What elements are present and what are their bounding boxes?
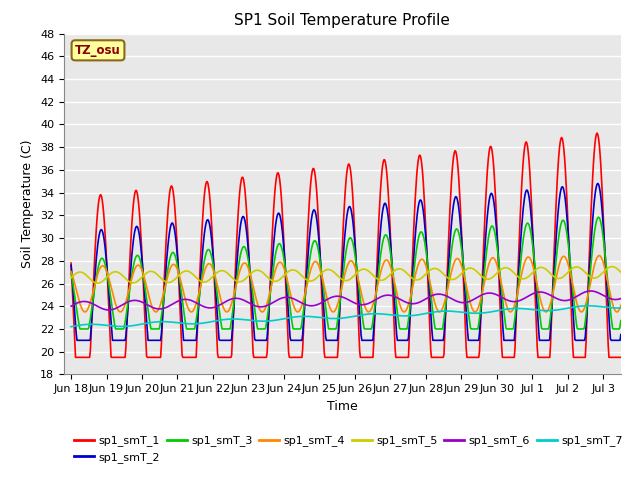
sp1_smT_7 [461, 310, 469, 315]
Line: sp1_smT_5: sp1_smT_5 [71, 266, 621, 283]
sp1_smT_1 [145, 354, 152, 360]
sp1_smT_6 [462, 300, 470, 305]
sp1_smT_3 [462, 288, 470, 294]
sp1_smT_6 [303, 302, 310, 308]
sp1_smT_6 [145, 303, 152, 309]
sp1_smT_6 [476, 293, 483, 299]
Line: sp1_smT_6: sp1_smT_6 [71, 291, 621, 310]
sp1_smT_5 [94, 280, 102, 286]
sp1_smT_3 [323, 316, 331, 322]
sp1_smT_3 [76, 326, 84, 332]
Line: sp1_smT_1: sp1_smT_1 [71, 133, 621, 357]
sp1_smT_6 [617, 296, 625, 301]
sp1_smT_4 [144, 290, 152, 296]
sp1_smT_2 [67, 262, 75, 268]
Y-axis label: Soil Temperature (C): Soil Temperature (C) [22, 140, 35, 268]
sp1_smT_1 [72, 354, 79, 360]
sp1_smT_7 [70, 324, 77, 329]
sp1_smT_3 [145, 313, 152, 319]
sp1_smT_4 [70, 276, 77, 281]
sp1_smT_7 [67, 324, 75, 330]
sp1_smT_2 [145, 337, 152, 343]
sp1_smT_3 [67, 270, 75, 276]
sp1_smT_3 [476, 315, 483, 321]
sp1_smT_3 [70, 284, 77, 289]
Line: sp1_smT_4: sp1_smT_4 [71, 255, 621, 312]
sp1_smT_7 [584, 303, 592, 309]
sp1_smT_2 [617, 332, 625, 337]
sp1_smT_6 [105, 307, 113, 313]
sp1_smT_4 [595, 252, 603, 258]
Title: SP1 Soil Temperature Profile: SP1 Soil Temperature Profile [234, 13, 451, 28]
sp1_smT_6 [70, 302, 77, 308]
sp1_smT_5 [303, 277, 310, 283]
sp1_smT_6 [323, 297, 331, 302]
sp1_smT_3 [617, 318, 625, 324]
sp1_smT_7 [475, 311, 483, 316]
sp1_smT_5 [617, 269, 625, 275]
sp1_smT_2 [476, 330, 483, 336]
sp1_smT_1 [303, 258, 310, 264]
sp1_smT_1 [67, 260, 75, 266]
sp1_smT_6 [587, 288, 595, 294]
sp1_smT_5 [67, 275, 75, 281]
X-axis label: Time: Time [327, 400, 358, 413]
sp1_smT_4 [67, 269, 75, 275]
Legend: sp1_smT_1, sp1_smT_2, sp1_smT_3, sp1_smT_4, sp1_smT_5, sp1_smT_6, sp1_smT_7: sp1_smT_1, sp1_smT_2, sp1_smT_3, sp1_smT… [70, 431, 627, 468]
sp1_smT_2 [462, 307, 470, 313]
sp1_smT_1 [476, 348, 483, 354]
sp1_smT_5 [608, 264, 616, 269]
sp1_smT_2 [73, 337, 81, 343]
sp1_smT_1 [70, 307, 77, 312]
sp1_smT_4 [302, 288, 310, 294]
sp1_smT_3 [303, 284, 310, 289]
sp1_smT_2 [594, 180, 602, 186]
sp1_smT_2 [303, 276, 310, 282]
Line: sp1_smT_2: sp1_smT_2 [71, 183, 621, 340]
sp1_smT_4 [617, 302, 625, 308]
sp1_smT_2 [323, 337, 331, 343]
sp1_smT_1 [462, 345, 470, 351]
sp1_smT_5 [323, 267, 331, 273]
sp1_smT_7 [144, 320, 152, 326]
sp1_smT_5 [462, 266, 470, 272]
sp1_smT_4 [461, 279, 469, 285]
sp1_smT_2 [70, 290, 77, 296]
Line: sp1_smT_7: sp1_smT_7 [71, 306, 621, 327]
sp1_smT_5 [70, 273, 77, 278]
sp1_smT_3 [595, 215, 602, 220]
sp1_smT_1 [593, 130, 601, 136]
sp1_smT_4 [323, 293, 330, 299]
Text: TZ_osu: TZ_osu [75, 44, 121, 57]
sp1_smT_7 [302, 313, 310, 319]
sp1_smT_7 [617, 305, 625, 311]
sp1_smT_1 [617, 354, 625, 360]
sp1_smT_1 [323, 354, 331, 360]
sp1_smT_4 [471, 309, 479, 315]
sp1_smT_6 [67, 303, 75, 309]
sp1_smT_5 [145, 269, 152, 275]
Line: sp1_smT_3: sp1_smT_3 [71, 217, 621, 329]
sp1_smT_7 [323, 315, 330, 321]
sp1_smT_4 [476, 301, 483, 307]
sp1_smT_5 [476, 271, 483, 277]
